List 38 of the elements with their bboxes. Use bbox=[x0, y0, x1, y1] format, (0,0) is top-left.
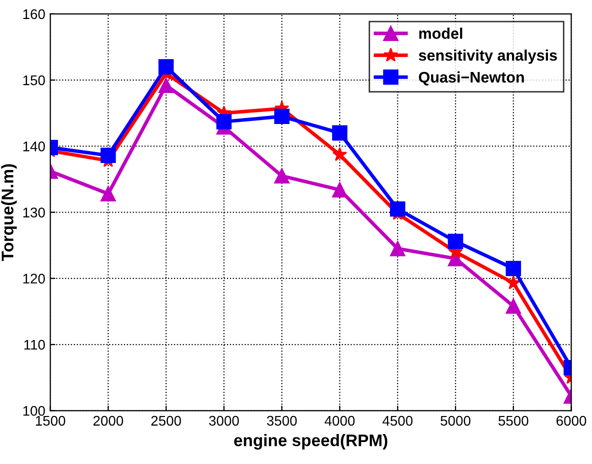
x-tick-label: 3000 bbox=[209, 416, 239, 426]
x-tick-label: 4000 bbox=[324, 416, 355, 426]
point bbox=[274, 108, 290, 124]
point bbox=[158, 78, 174, 93]
y-tick-label: 150 bbox=[23, 75, 45, 86]
point bbox=[390, 241, 406, 256]
x-tick-label: 4500 bbox=[382, 416, 413, 426]
point bbox=[506, 298, 522, 314]
y-axis-title: Torque(N.m) bbox=[1, 164, 17, 262]
point bbox=[332, 125, 348, 141]
point bbox=[158, 59, 174, 74]
x-tick-label: 5500 bbox=[498, 416, 528, 426]
x-tick-label: 6000 bbox=[556, 416, 586, 426]
y-tick-label: 140 bbox=[23, 141, 45, 152]
legend-label: model bbox=[419, 28, 462, 39]
point bbox=[216, 114, 232, 130]
x-tick-label: 2500 bbox=[151, 416, 181, 426]
y-tick-label: 100 bbox=[23, 406, 45, 416]
point bbox=[332, 147, 348, 162]
y-tick-label: 110 bbox=[24, 340, 45, 350]
point bbox=[506, 260, 522, 276]
x-axis-title: engine speed(RPM) bbox=[234, 434, 388, 450]
y-tick-label: 160 bbox=[23, 9, 45, 20]
point bbox=[100, 186, 116, 202]
point bbox=[448, 234, 464, 250]
y-tick-label: 120 bbox=[23, 274, 45, 284]
point bbox=[332, 182, 348, 198]
legend-label: sensitivity analysis bbox=[418, 50, 557, 64]
point bbox=[506, 275, 521, 290]
x-tick-label: 2000 bbox=[93, 416, 124, 426]
y-tick-label: 130 bbox=[23, 208, 45, 218]
x-tick-label: 1500 bbox=[36, 416, 66, 426]
point bbox=[100, 148, 116, 164]
point bbox=[390, 201, 406, 217]
x-tick-label: 5000 bbox=[440, 416, 470, 426]
point bbox=[274, 168, 290, 184]
x-tick-label: 3500 bbox=[266, 416, 297, 426]
legend-label: Quasi−Newton bbox=[418, 71, 524, 86]
